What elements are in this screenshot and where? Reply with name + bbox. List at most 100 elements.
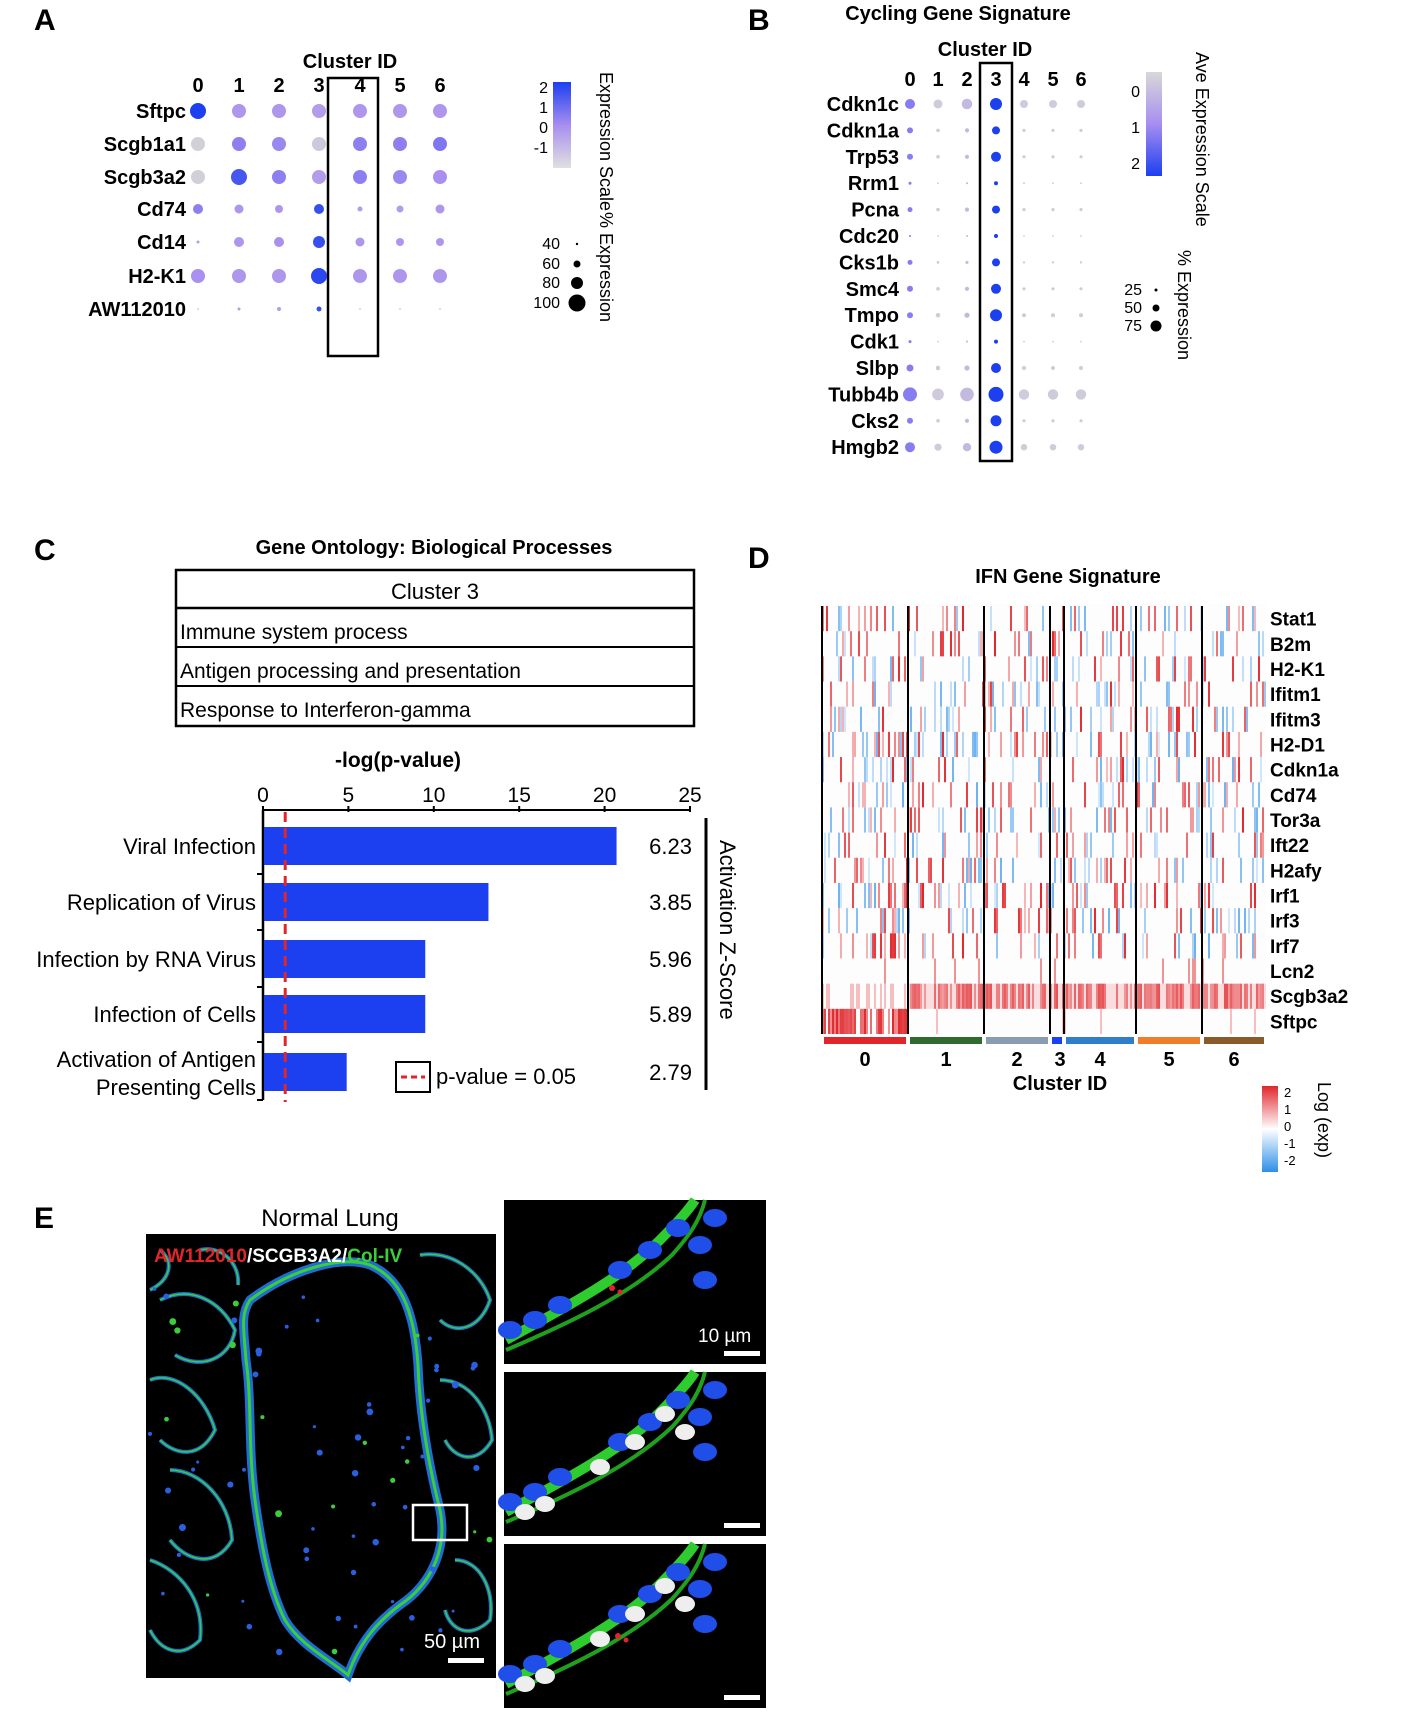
micro-inset-scgb3a2-cell — [675, 1424, 695, 1440]
heatmap-cell — [1060, 857, 1062, 883]
panel-b-dot — [1049, 100, 1057, 108]
heatmap-cell — [842, 631, 844, 657]
heatmap-cell — [1080, 983, 1082, 1009]
heatmap-cell — [1122, 983, 1124, 1009]
heatmap-cell — [1046, 782, 1048, 808]
bar-x-tick-label: 20 — [593, 784, 616, 807]
panel-b-dot — [903, 387, 917, 402]
heatmap-cell — [880, 933, 882, 959]
heatmap-cell — [976, 933, 978, 959]
heatmap-cell — [1132, 832, 1134, 858]
micro-inset-nucleus — [548, 1296, 572, 1314]
heatmap-cell — [1052, 681, 1054, 707]
heatmap-cell — [1176, 882, 1178, 909]
heatmap-cell — [934, 882, 936, 909]
heatmap-cell — [892, 656, 894, 682]
panel-b-dot — [936, 128, 940, 133]
micro-inset-scgb3a2-cell — [535, 1668, 555, 1684]
panel-a-dot — [197, 308, 199, 310]
heatmap-cell — [940, 731, 942, 758]
heatmap-cell — [1090, 731, 1092, 758]
panel-a-color-tick: 0 — [539, 120, 548, 137]
heatmap-cell — [866, 1008, 868, 1034]
heatmap-cell — [1220, 908, 1222, 934]
heatmap-cell — [840, 1008, 842, 1034]
panel-b-dot — [1023, 182, 1025, 185]
heatmap-cell — [1114, 681, 1116, 707]
heatmap-cell — [1106, 681, 1108, 707]
micro-nucleus — [312, 1425, 316, 1429]
heatmap-cell — [1150, 706, 1152, 732]
heatmap-cell — [994, 857, 996, 883]
heatmap-cell — [938, 882, 940, 909]
heatmap-cell — [1252, 606, 1254, 632]
heatmap-cell — [948, 908, 950, 934]
heatmap-cell — [948, 983, 950, 1009]
panel-a-highlight-box — [326, 76, 380, 358]
heatmap-legend-tick: -2 — [1284, 1153, 1296, 1168]
panel-b-dot — [960, 387, 974, 402]
heatmap-cell — [1078, 656, 1080, 682]
heatmap-cell — [1038, 908, 1040, 934]
heatmap-cell — [1192, 706, 1194, 732]
heatmap-cell — [842, 1008, 844, 1034]
go-table: Cluster 3 Immune system process Antigen … — [174, 568, 696, 728]
micro-alveolar-wall-green — [159, 1293, 236, 1363]
heatmap-cell — [824, 1008, 826, 1034]
heatmap-cell — [1066, 908, 1068, 934]
panel-b-gene-label: Trp53 — [846, 147, 899, 169]
micro-inset-nucleus — [666, 1219, 690, 1237]
micro-inset-nucleus — [638, 1241, 662, 1259]
micro-inset-nucleus — [608, 1433, 632, 1451]
heatmap-cell — [1196, 706, 1198, 732]
panel-a-dot — [232, 104, 246, 118]
heatmap-cell — [918, 782, 920, 808]
heatmap-cell — [944, 983, 946, 1009]
heatmap-cell — [866, 757, 868, 783]
heatmap-cell — [866, 631, 868, 657]
heatmap-cell — [942, 606, 944, 632]
heatmap-cell — [1116, 882, 1118, 909]
panel-b-dot — [964, 128, 970, 133]
heatmap-cell — [1160, 807, 1162, 833]
heatmap-cell — [1240, 933, 1242, 959]
heatmap-cell — [1116, 908, 1118, 934]
micro-nucleus — [178, 1523, 186, 1531]
heatmap-cell — [1182, 857, 1184, 883]
heatmap-cell — [928, 857, 930, 883]
heatmap-cell — [1058, 631, 1060, 657]
heatmap-cell — [1194, 958, 1196, 984]
heatmap-cell — [1118, 782, 1120, 808]
heatmap-cell — [1016, 832, 1018, 858]
heatmap-cell — [1016, 731, 1018, 758]
heatmap-cell — [998, 983, 1000, 1009]
heatmap-cell — [1054, 807, 1056, 833]
heatmap-cell — [1206, 757, 1208, 783]
heatmap-cell — [1244, 983, 1246, 1009]
heatmap-cell — [1150, 983, 1152, 1009]
heatmap-cell — [852, 757, 854, 783]
micro-nucleus — [427, 1336, 432, 1341]
panel-b-dot — [1052, 182, 1054, 185]
panel-b-gene-label: Cdkn1a — [827, 120, 900, 142]
heatmap-cell — [1024, 656, 1026, 682]
heatmap-cell — [852, 731, 854, 758]
heatmap-cell — [1222, 807, 1224, 833]
heatmap-cell — [832, 1008, 834, 1034]
panel-b-dot — [990, 309, 1002, 322]
heatmap-gene-label: Ift22 — [1270, 836, 1309, 857]
panel-b-dot — [1080, 182, 1082, 185]
heatmap-cell — [1192, 933, 1194, 959]
heatmap-cell — [1070, 807, 1072, 833]
heatmap-cell — [1092, 983, 1094, 1009]
heatmap-cell — [882, 908, 884, 934]
heatmap-cell — [1020, 983, 1022, 1009]
heatmap-cell — [962, 983, 964, 1009]
heatmap-gene-label: Cdkn1a — [1270, 761, 1339, 782]
heatmap-cell — [1178, 757, 1180, 783]
heatmap-cell — [1184, 606, 1186, 632]
heatmap-cell — [948, 882, 950, 909]
heatmap-cell — [1138, 782, 1140, 808]
heatmap-cell — [974, 731, 976, 758]
heatmap-cell — [870, 807, 872, 833]
